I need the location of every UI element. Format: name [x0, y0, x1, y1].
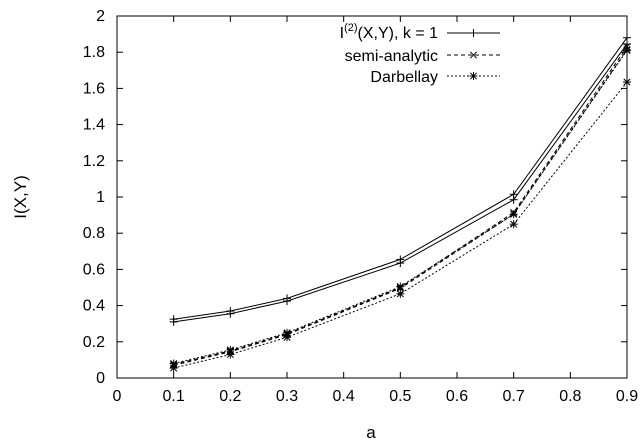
y-tick-label-8: 1.6 — [83, 80, 105, 97]
y-tick-label-2: 0.4 — [83, 298, 105, 315]
series-3-line — [173, 46, 628, 365]
legend-label-3: Darbellay — [370, 69, 438, 86]
x-tick-label-4: 0.4 — [333, 388, 355, 405]
series-6-point-4 — [396, 289, 405, 298]
series-5-point-5 — [509, 210, 518, 219]
y-axis-title: I(X,Y) — [11, 175, 30, 218]
series-5 — [169, 46, 631, 368]
series-6-point-1 — [169, 364, 178, 373]
x-tick-label-1: 0.1 — [163, 388, 185, 405]
y-tick-label-1: 0.2 — [83, 334, 105, 351]
y-tick-label-7: 1.4 — [83, 117, 105, 134]
y-tick-label-4: 0.8 — [83, 225, 105, 242]
series-6 — [169, 78, 631, 373]
series-2 — [169, 40, 631, 326]
x-tick-label-3: 0.3 — [276, 388, 298, 405]
axis-ticks: 0 0.1 0.2 0.3 0.4 0.5 0.6 0.7 0.8 0.9 0 0.2 0.4 0.6 0.… — [83, 8, 638, 405]
y-tick-label-9: 1.8 — [83, 44, 105, 61]
y-tick-label-6: 1.2 — [83, 153, 105, 170]
series-6-point-2 — [226, 350, 235, 359]
y-tick-label-5: 1 — [96, 189, 105, 206]
y-tick-label-10: 2 — [96, 8, 105, 25]
series-2-line — [173, 43, 628, 323]
legend-label-2: semi-analytic — [345, 48, 438, 65]
series-group — [169, 33, 631, 373]
legend: I(2)(X,Y), k = 1 semi-analytic Darbellay — [340, 22, 500, 86]
series-5-line — [173, 50, 628, 364]
series-2-point-5 — [509, 195, 518, 204]
series-3 — [170, 43, 631, 368]
y-tick-label-0: 0 — [96, 370, 105, 387]
series-6-point-5 — [509, 220, 518, 229]
x-tick-label-9: 0.9 — [616, 388, 638, 405]
series-2-point-1 — [169, 317, 178, 326]
series-1-line — [173, 37, 628, 320]
legend-label-1: I(2)(X,Y), k = 1 — [340, 22, 438, 42]
x-tick-label-6: 0.6 — [446, 388, 468, 405]
legend-marker-2 — [469, 51, 478, 59]
x-tick-label-7: 0.7 — [503, 388, 525, 405]
x-axis-title: a — [366, 423, 376, 442]
legend-marker-1 — [469, 29, 478, 37]
series-4-line — [173, 49, 628, 366]
series-2-point-3 — [283, 297, 291, 306]
series-2-point-4 — [396, 259, 405, 268]
series-2-point-2 — [226, 309, 235, 318]
x-tick-label-2: 0.2 — [219, 388, 241, 405]
plot-frame — [116, 15, 628, 379]
series-6-line — [173, 81, 628, 369]
series-6-point-3 — [283, 333, 291, 342]
series-5-point-4 — [396, 282, 405, 291]
series-4 — [170, 45, 631, 369]
legend-samples — [447, 29, 500, 80]
legend-marker-3 — [469, 72, 478, 80]
x-tick-label-8: 0.8 — [559, 388, 581, 405]
x-tick-label-0: 0 — [113, 388, 122, 405]
x-tick-label-5: 0.5 — [389, 388, 411, 405]
y-tick-label-3: 0.6 — [83, 261, 105, 278]
